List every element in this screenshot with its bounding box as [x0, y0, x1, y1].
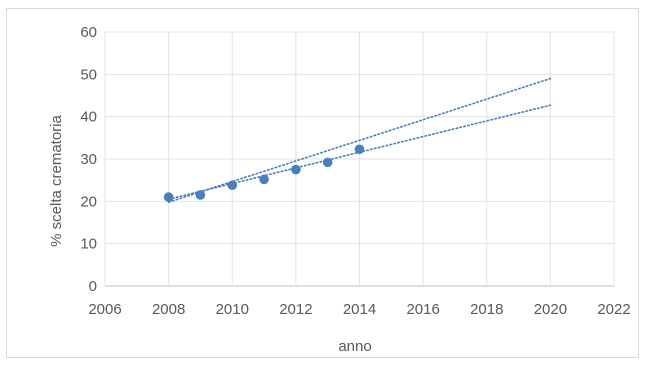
tick-layer: 0 10 20 30 40 50 60 2006 2008 2010 2012 2014 2016 201… [80, 24, 630, 318]
trendline [167, 77, 552, 203]
data-point [195, 190, 206, 200]
x-tick-label: 2008 [152, 301, 185, 318]
y-tick-label: 40 [80, 109, 97, 126]
data-point [291, 164, 301, 175]
x-tick-label: 2020 [534, 301, 567, 318]
x-tick-label: 2022 [597, 301, 630, 318]
x-tick-label: 2018 [470, 301, 503, 318]
point-layer [163, 144, 365, 202]
x-tick-label: 2014 [343, 301, 376, 318]
x-tick-label: 2010 [216, 301, 249, 318]
y-tick-label: 60 [80, 24, 97, 41]
x-tick-label: 2006 [88, 301, 121, 318]
data-point [322, 157, 333, 168]
y-tick-label: 20 [80, 193, 97, 210]
chart-frame [6, 8, 639, 358]
y-tick-label: 30 [80, 151, 97, 168]
data-point [259, 174, 269, 185]
y-axis-title: % scelta crematoria [48, 114, 65, 246]
x-tick-label: 2016 [406, 301, 439, 318]
y-tick-label: 50 [80, 66, 97, 83]
data-point [227, 180, 238, 191]
data-point [354, 144, 365, 155]
x-tick-label: 2012 [279, 301, 312, 318]
y-tick-label: 0 [89, 278, 97, 295]
data-point [163, 192, 174, 202]
x-axis-title: anno [338, 338, 371, 355]
grid-layer [104, 31, 615, 287]
y-tick-label: 10 [80, 236, 97, 253]
